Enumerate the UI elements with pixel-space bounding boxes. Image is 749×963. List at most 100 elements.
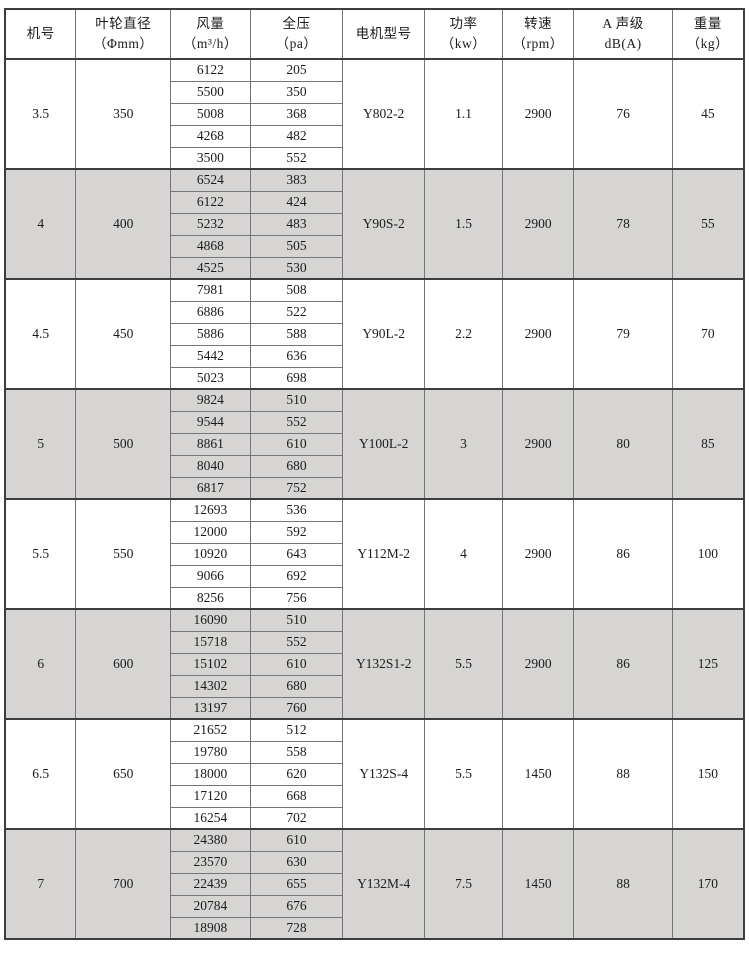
speed-cell: 2900	[501, 388, 575, 500]
header-noise-level: A 声级 dB(A)	[573, 8, 673, 60]
air-volume-cell: 9544	[170, 410, 251, 434]
pressure-cell: 350	[249, 80, 344, 104]
table-row: 18000 620	[5, 762, 744, 786]
header-fan-size-label: 机号	[26, 26, 55, 42]
pressure-cell: 424	[249, 190, 344, 214]
air-volume-cell: 9066	[170, 564, 251, 588]
pressure-cell: 205	[249, 58, 344, 82]
air-volume-cell: 15102	[170, 652, 251, 676]
air-volume-cell: 4525	[170, 256, 251, 280]
pressure-cell: 610	[249, 432, 344, 456]
air-volume-cell: 5886	[170, 322, 251, 346]
air-volume-cell: 15718	[170, 630, 251, 654]
impeller-diameter-cell: 400	[75, 168, 172, 280]
pressure-cell: 702	[249, 806, 344, 830]
air-volume-cell: 5500	[170, 80, 251, 104]
table-row: 6122 424	[5, 190, 744, 214]
table-row: 14302 680	[5, 674, 744, 698]
air-volume-cell: 24380	[170, 828, 251, 852]
air-volume-cell: 6122	[170, 58, 251, 82]
impeller-diameter-cell: 650	[75, 718, 172, 830]
fan-size-cell: 4.5	[4, 278, 77, 390]
pressure-cell: 610	[249, 828, 344, 852]
table-row: 6.5 650 21652 512 Y132S-4 5.5 1450 88 150	[4, 718, 745, 830]
air-volume-cell: 5442	[170, 344, 251, 368]
impeller-diameter-cell: 450	[75, 278, 172, 390]
pressure-cell: 760	[249, 696, 344, 720]
speed-cell: 2900	[501, 58, 575, 170]
header-impeller-diameter: 叶轮直径 （Φmm）	[75, 8, 172, 60]
pressure-cell: 530	[249, 256, 344, 280]
speed-cell: 2900	[501, 498, 575, 610]
table-row: 16254 702	[5, 806, 744, 830]
impeller-diameter-cell: 500	[75, 388, 172, 500]
pressure-cell: 680	[249, 674, 344, 698]
noise-level-cell: 76	[573, 58, 673, 170]
table-row: 4868 505	[5, 234, 744, 258]
pressure-cell: 610	[249, 652, 344, 676]
power-cell: 3	[424, 388, 503, 500]
motor-model-cell: Y90S-2	[342, 168, 426, 280]
pressure-cell: 728	[249, 916, 344, 940]
motor-model-cell: Y100L-2	[342, 388, 426, 500]
noise-level-cell: 86	[573, 498, 673, 610]
pressure-cell: 643	[249, 542, 344, 566]
air-volume-cell: 12000	[170, 520, 251, 544]
pressure-cell: 756	[249, 586, 344, 610]
air-volume-cell: 18000	[170, 762, 251, 786]
header-fan-size: 机号	[4, 8, 77, 60]
fan-size-cell: 5	[4, 388, 77, 500]
table-row: 5442 636	[5, 344, 744, 368]
air-volume-cell: 16254	[170, 806, 251, 830]
air-volume-cell: 14302	[170, 674, 251, 698]
air-volume-cell: 4268	[170, 124, 251, 148]
impeller-diameter-cell: 350	[75, 58, 172, 170]
weight-cell: 125	[671, 608, 745, 720]
table-row: 4 400 6524 383 Y90S-2 1.5 2900 78 55	[4, 168, 745, 280]
pressure-cell: 630	[249, 850, 344, 874]
weight-cell: 55	[671, 168, 745, 280]
speed-cell: 2900	[501, 608, 575, 720]
table-row: 5232 483	[5, 212, 744, 236]
pressure-cell: 680	[249, 454, 344, 478]
pressure-cell: 512	[249, 718, 344, 742]
header-row: 机号 叶轮直径 （Φmm） 风量 （m³/h） 全压 （pa） 电机型号	[4, 8, 745, 60]
pressure-cell: 510	[249, 608, 344, 632]
pressure-cell: 592	[249, 520, 344, 544]
pressure-cell: 558	[249, 740, 344, 764]
header-motor-model: 电机型号	[342, 8, 426, 60]
pressure-cell: 552	[249, 410, 344, 434]
air-volume-cell: 8040	[170, 454, 251, 478]
noise-level-cell: 79	[573, 278, 673, 390]
pressure-cell: 552	[249, 146, 344, 170]
pressure-cell: 636	[249, 344, 344, 368]
speed-cell: 1450	[501, 718, 575, 830]
air-volume-cell: 6886	[170, 300, 251, 324]
air-volume-cell: 6122	[170, 190, 251, 214]
air-volume-cell: 7981	[170, 278, 251, 302]
impeller-diameter-cell: 700	[75, 828, 172, 940]
table-row: 6817 752	[5, 476, 744, 500]
air-volume-cell: 20784	[170, 894, 251, 918]
table-row: 18908 728	[5, 916, 744, 940]
air-volume-cell: 6817	[170, 476, 251, 500]
table-row: 7 700 24380 610 Y132M-4 7.5 1450 88 170	[4, 828, 745, 940]
air-volume-cell: 5008	[170, 102, 251, 126]
power-cell: 1.1	[424, 58, 503, 170]
noise-level-cell: 88	[573, 718, 673, 830]
air-volume-cell: 12693	[170, 498, 251, 522]
header-weight: 重量 （kg）	[671, 8, 745, 60]
fan-size-cell: 7	[4, 828, 77, 940]
table-header: 机号 叶轮直径 （Φmm） 风量 （m³/h） 全压 （pa） 电机型号	[4, 8, 745, 60]
impeller-diameter-cell: 550	[75, 498, 172, 610]
header-air-volume: 风量 （m³/h）	[170, 8, 251, 60]
power-cell: 2.2	[424, 278, 503, 390]
table-row: 22439 655	[5, 872, 744, 896]
air-volume-cell: 8256	[170, 586, 251, 610]
pressure-cell: 483	[249, 212, 344, 236]
table-row: 17120 668	[5, 784, 744, 808]
header-total-pressure: 全压 （pa）	[249, 8, 344, 60]
power-cell: 5.5	[424, 608, 503, 720]
weight-cell: 150	[671, 718, 745, 830]
